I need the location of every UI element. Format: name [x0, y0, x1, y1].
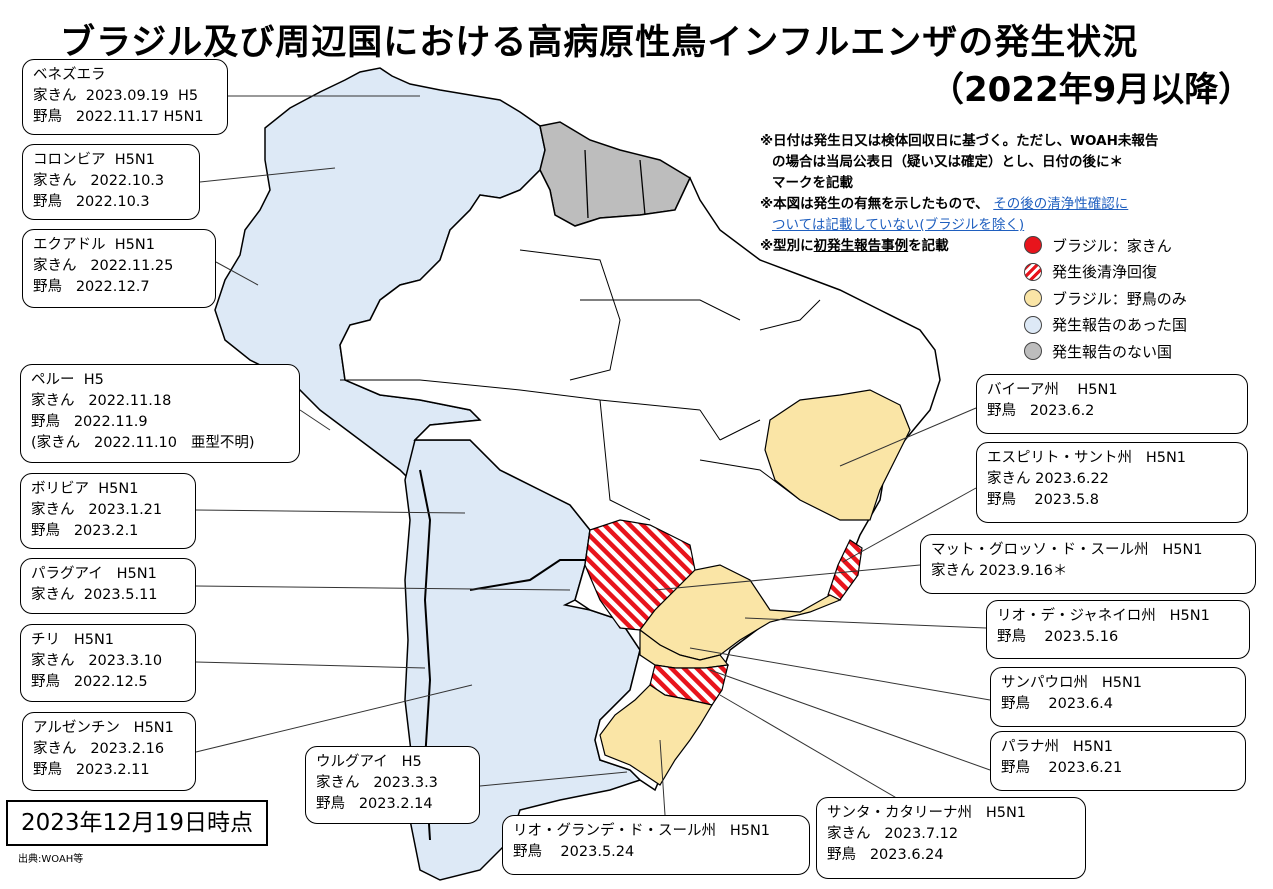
- country-box-uruguay: ウルグアイ H5 家きん 2023.3.3 野鳥 2023.2.14: [305, 746, 480, 824]
- note-text: ※本図は発生の有無を示したもので、: [760, 196, 989, 212]
- legend-label: ブラジル：家きん: [1052, 236, 1172, 255]
- legend-label: 発生報告のない国: [1052, 342, 1173, 361]
- poultry-line: 家きん 2023.09.19 H5: [33, 88, 199, 104]
- state-name: リオ・デ・ジャネイロ州 H5N1: [997, 608, 1210, 624]
- map-title: ブラジル及び周辺国における高病原性鳥インフルエンザの発生状況: [60, 23, 1139, 63]
- country-name: パラグアイ H5N1: [31, 566, 157, 582]
- wild-bird-line: 野鳥 2022.12.7: [33, 279, 150, 295]
- legend-item-reported: 発生報告のあった国: [1024, 312, 1187, 339]
- wild-bird-line: 野鳥 2023.2.14: [316, 796, 433, 812]
- wild-bird-line: 野鳥 2023.6.2: [987, 403, 1095, 419]
- poultry-line: 家きん 2023.9.16＊: [931, 563, 1068, 579]
- state-box-santa-catarina: サンタ・カタリーナ州 H5N1 家きん 2023.7.12 野鳥 2023.6.…: [816, 797, 1086, 879]
- state-box-rio-de-janeiro: リオ・デ・ジャネイロ州 H5N1 野鳥 2023.5.16: [986, 600, 1250, 659]
- country-box-ecuador: エクアドル H5N1 家きん 2022.11.25 野鳥 2022.12.7: [22, 229, 216, 308]
- state-box-mato-grosso-do-sul: マット・グロッソ・ド・スール州 H5N1 家きん 2023.9.16＊: [920, 534, 1256, 594]
- country-name: ベネズエラ: [33, 67, 106, 83]
- country-box-argentina: アルゼンチン H5N1 家きん 2023.2.16 野鳥 2023.2.11: [22, 712, 196, 791]
- legend-label: ブラジル：野鳥のみ: [1052, 289, 1187, 308]
- red-circle-icon: [1024, 236, 1042, 255]
- state-name: マット・グロッソ・ド・スール州 H5N1: [931, 542, 1203, 558]
- wild-bird-line: 野鳥 2023.2.1: [31, 523, 139, 539]
- leader-lines: [195, 95, 991, 816]
- wild-bird-line: 野鳥 2023.2.11: [33, 762, 150, 778]
- legend: ブラジル：家きん 発生後清浄回復 ブラジル：野鳥のみ 発生報告のあった国 発生報…: [1024, 232, 1187, 365]
- state-box-bahia: バイーア州 H5N1 野鳥 2023.6.2: [976, 374, 1248, 434]
- state-name: バイーア州 H5N1: [987, 382, 1118, 398]
- note-line: の場合は当局公表日（疑い又は確定）とし、日付の後に＊: [772, 154, 1123, 170]
- rio-grande-do-sul: [599, 684, 713, 786]
- country-name: ペルー H5: [31, 372, 104, 388]
- country-name: ウルグアイ H5: [316, 754, 422, 770]
- poultry-line: 家きん 2022.11.18: [31, 393, 172, 409]
- legend-item-brazil-wild: ブラジル：野鳥のみ: [1024, 285, 1187, 312]
- state-name: リオ・グランデ・ド・スール州 H5N1: [513, 823, 771, 839]
- as-of-date: 2023年12月19日時点: [6, 800, 268, 846]
- state-name: サンタ・カタリーナ州 H5N1: [827, 805, 1027, 821]
- country-box-paraguay: パラグアイ H5N1 家きん 2023.5.11: [20, 558, 196, 614]
- grey-circle-icon: [1024, 342, 1042, 361]
- state-name: サンパウロ州 H5N1: [1001, 675, 1143, 691]
- state-box-espirito-santo: エスピリト・サント州 H5N1 家きん 2023.6.22 野鳥 2023.5.…: [976, 442, 1248, 523]
- wild-bird-line: 野鳥 2023.6.24: [827, 847, 944, 863]
- country-box-colombia: コロンビア H5N1 家きん 2022.10.3 野鳥 2022.10.3: [22, 144, 200, 220]
- country-name: コロンビア H5N1: [33, 152, 155, 168]
- poultry-line: 家きん 2022.11.25: [33, 258, 174, 274]
- country-name: エクアドル H5N1: [33, 237, 155, 253]
- poultry-line: 家きん 2023.1.21: [31, 502, 163, 518]
- poultry-line: 家きん 2023.3.10: [31, 653, 163, 669]
- note-line: ついては記載していない(ブラジルを除く): [760, 215, 1158, 236]
- legend-label: 発生後清浄回復: [1052, 263, 1158, 282]
- country-box-bolivia: ボリビア H5N1 家きん 2023.1.21 野鳥 2023.2.1: [20, 473, 196, 549]
- legend-item-brazil-poultry: ブラジル：家きん: [1024, 232, 1187, 259]
- state-name: パラナ州 H5N1: [1001, 739, 1114, 755]
- yellow-circle-icon: [1024, 289, 1042, 308]
- country-name: ボリビア H5N1: [31, 481, 139, 497]
- map-subtitle: （2022年9月以降）: [930, 70, 1253, 110]
- country-name: アルゼンチン H5N1: [33, 720, 174, 736]
- bahia: [764, 389, 911, 521]
- state-box-sao-paulo: サンパウロ州 H5N1 野鳥 2023.6.4: [990, 667, 1246, 727]
- country-name: チリ H5N1: [31, 632, 115, 648]
- legend-item-not-reported: 発生報告のない国: [1024, 338, 1187, 365]
- poultry-line: 家きん 2022.10.3: [33, 173, 165, 189]
- poultry-line: 家きん 2023.7.12: [827, 826, 959, 842]
- wild-bird-line: 野鳥 2022.10.3: [33, 194, 150, 210]
- poultry-line: 家きん 2023.2.16: [33, 741, 165, 757]
- state-name: エスピリト・サント州 H5N1: [987, 450, 1187, 466]
- state-box-rio-grande-do-sul: リオ・グランデ・ド・スール州 H5N1 野鳥 2023.5.24: [502, 815, 810, 875]
- wild-bird-line: 野鳥 2023.5.16: [997, 629, 1119, 645]
- wild-bird-line: 野鳥 2023.5.24: [513, 844, 635, 860]
- blue-circle-icon: [1024, 315, 1042, 334]
- note-line: ※本図は発生の有無を示したもので、 その後の清浄性確認に: [760, 194, 1158, 215]
- wild-bird-line: 野鳥 2023.6.21: [1001, 760, 1123, 776]
- note-link[interactable]: ついては記載していない(ブラジルを除く): [772, 217, 1025, 233]
- legend-item-recovered: 発生後清浄回復: [1024, 259, 1187, 286]
- legend-label: 発生報告のあった国: [1052, 316, 1188, 335]
- poultry-line: 家きん 2023.3.3: [316, 775, 438, 791]
- wild-bird-line: 野鳥 2022.11.9: [31, 414, 148, 430]
- note-link[interactable]: その後の清浄性確認に: [993, 196, 1129, 212]
- wild-bird-line: 野鳥 2022.12.5: [31, 674, 148, 690]
- note-underlined: 初発生報告事例: [813, 238, 909, 254]
- wild-bird-line: 野鳥 2023.6.4: [1001, 696, 1114, 712]
- poultry-line: 家きん 2023.5.11: [31, 587, 158, 603]
- note-text: を記載: [908, 238, 949, 254]
- country-box-peru: ペルー H5 家きん 2022.11.18 野鳥 2022.11.9 (家きん …: [20, 364, 300, 463]
- note-line: ※型別に初発生報告事例を記載: [760, 236, 1158, 257]
- notes-block: ※日付は発生日又は検体回収日に基づく。ただし、WOAH未報告 の場合は当局公表日…: [760, 131, 1158, 257]
- note-text: ※型別に: [760, 238, 814, 254]
- poultry-line: 家きん 2023.6.22: [987, 471, 1109, 487]
- hatched-circle-icon: [1024, 262, 1042, 281]
- state-box-parana: パラナ州 H5N1 野鳥 2023.6.21: [990, 731, 1246, 791]
- note-line: マークを記載: [772, 175, 853, 191]
- country-box-venezuela: ベネズエラ 家きん 2023.09.19 H5 野鳥 2022.11.17 H5…: [22, 59, 228, 135]
- wild-bird-line: 野鳥 2023.5.8: [987, 492, 1100, 508]
- note-line: ※日付は発生日又は検体回収日に基づく。ただし、WOAH未報告: [760, 133, 1159, 149]
- wild-bird-line: 野鳥 2022.11.17 H5N1: [33, 109, 204, 125]
- unknown-subtype-line: (家きん 2022.11.10 亜型不明): [31, 435, 255, 451]
- country-box-chile: チリ H5N1 家きん 2023.3.10 野鳥 2022.12.5: [20, 624, 196, 702]
- source-note: 出典:WOAH等: [18, 854, 84, 865]
